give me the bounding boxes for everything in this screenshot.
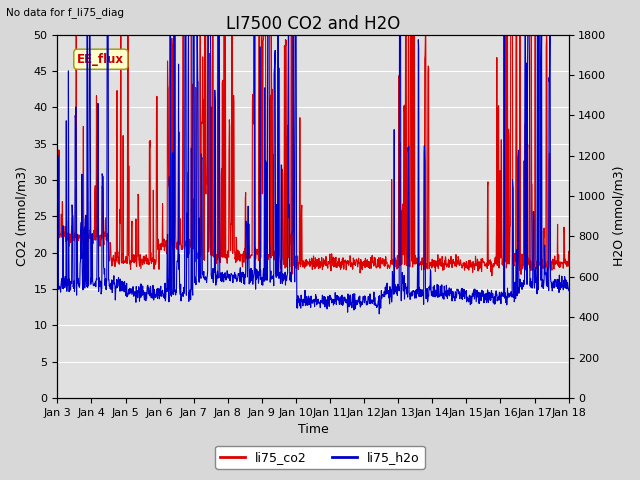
Y-axis label: H2O (mmol/m3): H2O (mmol/m3) [612,166,625,266]
Title: LI7500 CO2 and H2O: LI7500 CO2 and H2O [226,15,400,33]
Y-axis label: CO2 (mmol/m3): CO2 (mmol/m3) [15,166,28,266]
X-axis label: Time: Time [298,423,328,436]
Legend: li75_co2, li75_h2o: li75_co2, li75_h2o [215,446,425,469]
Text: EE_flux: EE_flux [77,53,124,66]
Text: No data for f_li75_diag: No data for f_li75_diag [6,7,124,18]
